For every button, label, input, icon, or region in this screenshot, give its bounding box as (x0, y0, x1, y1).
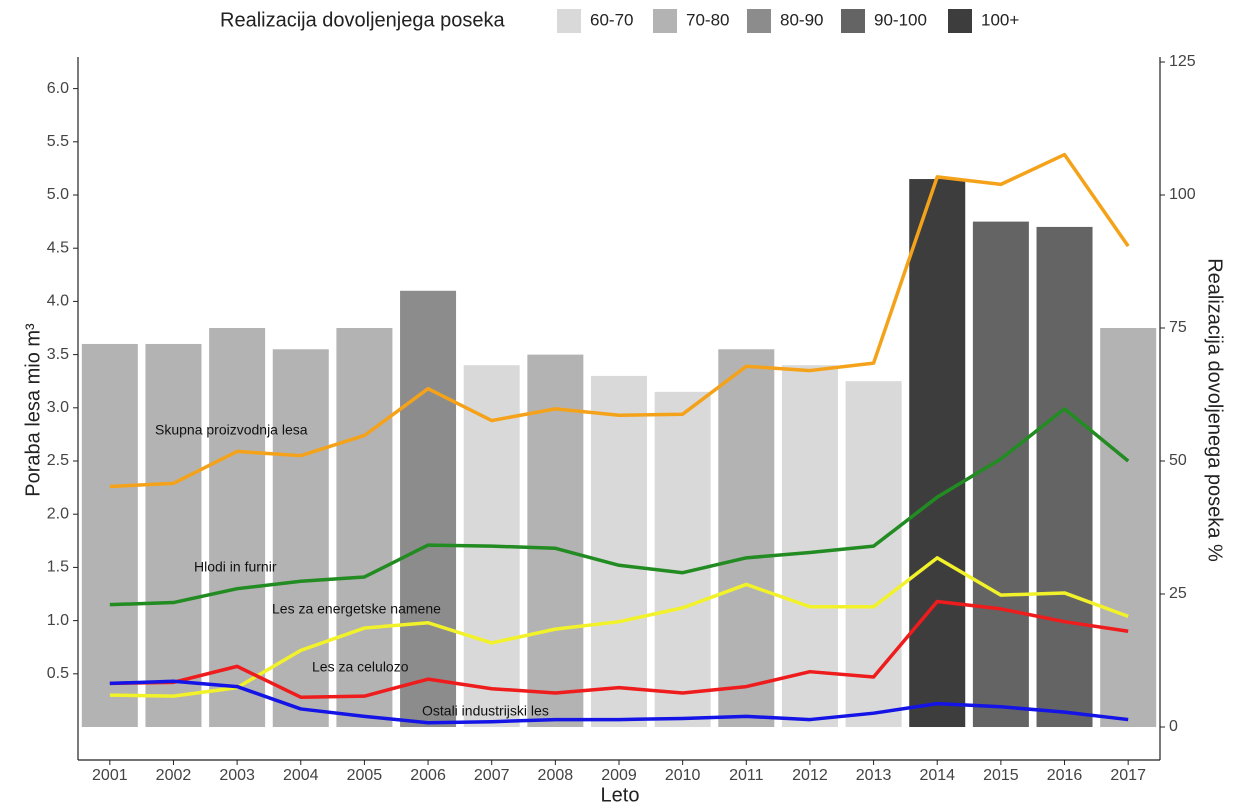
y-tick-label: 1.5 (47, 559, 69, 576)
y-tick-label: 2.5 (47, 452, 69, 469)
bar (718, 349, 775, 728)
bar (527, 354, 584, 728)
legend-swatch (841, 9, 865, 33)
y-tick-label: 5.5 (47, 133, 69, 150)
bar (145, 343, 202, 728)
bar (1100, 328, 1157, 728)
y-tick-label: 3.5 (47, 346, 69, 363)
bar (336, 328, 393, 728)
y2-tick-label: 75 (1169, 319, 1187, 336)
y-tick-label: 6.0 (47, 80, 69, 97)
x-tick-label: 2013 (856, 767, 892, 784)
legend-label: 100+ (981, 10, 1019, 29)
x-tick-label: 2010 (665, 767, 701, 784)
legend-label: 90-100 (874, 10, 927, 29)
line (109, 407, 1130, 607)
x-tick-label: 2009 (601, 767, 637, 784)
x-tick-label: 2015 (983, 767, 1019, 784)
y2-tick-label: 0 (1169, 718, 1178, 735)
line-label: Les za energetske namene (272, 601, 441, 617)
x-tick-label: 2012 (792, 767, 828, 784)
x-tick-label: 2003 (219, 767, 255, 784)
line-label: Les za celulozo (312, 659, 409, 675)
y2-tick-label: 50 (1169, 452, 1187, 469)
legend-label: 70-80 (686, 10, 729, 29)
bar (1036, 226, 1093, 728)
bar (909, 179, 966, 728)
bar (590, 375, 648, 728)
bar (781, 365, 838, 728)
y2-tick-label: 100 (1169, 186, 1196, 203)
x-tick-label: 2016 (1047, 767, 1083, 784)
bar (400, 290, 457, 728)
line (109, 152, 1130, 489)
bar (972, 221, 1029, 728)
legend-label: 80-90 (780, 10, 823, 29)
y-tick-label: 4.5 (47, 239, 69, 256)
bar (845, 381, 902, 728)
legend-swatch (948, 9, 972, 33)
line (109, 679, 1129, 725)
x-tick-label: 2007 (474, 767, 510, 784)
y-axis-label: Poraba lesa mio m³ (22, 323, 44, 497)
y-tick-label: 4.0 (47, 293, 69, 310)
line-label: Ostali industrijski les (422, 703, 549, 719)
x-tick-label: 2008 (538, 767, 574, 784)
y2-tick-label: 125 (1169, 53, 1196, 70)
line (109, 599, 1129, 699)
y-tick-label: 3.0 (47, 399, 69, 416)
y-tick-label: 1.0 (47, 612, 69, 629)
x-tick-label: 2014 (919, 767, 955, 784)
y-tick-label: 0.5 (47, 665, 69, 682)
legend-title: Realizacija dovoljenjega poseka (220, 9, 506, 31)
line-label: Hlodi in furnir (194, 559, 277, 575)
bar (81, 343, 138, 728)
x-axis-label: Leto (601, 784, 640, 806)
x-tick-label: 2017 (1110, 767, 1146, 784)
legend-label: 60-70 (590, 10, 633, 29)
line-label: Skupna proizvodnja lesa (155, 422, 308, 438)
y2-axis-label: Realizacija dovoljenega poseka % (1204, 258, 1226, 562)
legend-swatch (557, 9, 581, 33)
bar (654, 391, 711, 728)
x-tick-label: 2004 (283, 767, 319, 784)
legend-swatch (653, 9, 677, 33)
bar (209, 328, 266, 728)
legend-swatch (747, 9, 771, 33)
x-tick-label: 2001 (92, 767, 128, 784)
x-tick-label: 2011 (729, 767, 764, 784)
line (109, 556, 1129, 698)
y2-tick-label: 25 (1169, 585, 1187, 602)
x-tick-label: 2002 (156, 767, 192, 784)
bar (272, 349, 329, 728)
y-tick-label: 5.0 (47, 186, 69, 203)
y-tick-label: 2.0 (47, 505, 69, 522)
x-tick-label: 2005 (347, 767, 383, 784)
x-tick-label: 2006 (410, 767, 446, 784)
